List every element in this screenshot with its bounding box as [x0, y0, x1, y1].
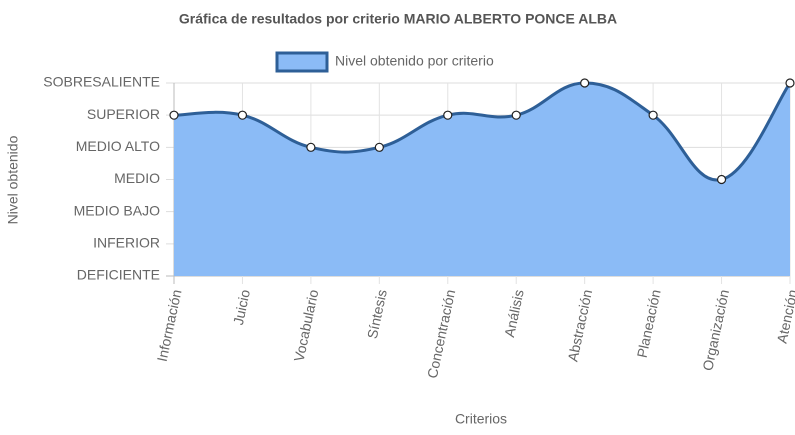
y-axis-label: Nivel obtenido	[5, 135, 21, 224]
point	[374, 142, 384, 152]
x-tick-label: Abstracción	[564, 288, 595, 363]
area	[174, 83, 790, 276]
x-tick-label: Planeación	[634, 288, 664, 359]
point	[306, 142, 316, 152]
point	[237, 110, 248, 120]
point	[443, 110, 453, 120]
y-tick-label: MEDIO	[114, 170, 160, 186]
x-tick-label: Concentración	[424, 288, 458, 380]
legend-label: Nivel obtenido por criterio	[335, 53, 494, 69]
point	[785, 78, 795, 88]
y-tick-label: SOBRESALIENTE	[43, 74, 160, 90]
y-tick-label: MEDIO ALTO	[76, 138, 160, 154]
legend-swatch	[275, 51, 329, 73]
point	[169, 110, 179, 120]
x-tick-label: Análisis	[501, 288, 527, 339]
x-axis-label: Criterios	[455, 411, 507, 427]
y-tick-label: MEDIO BAJO	[74, 202, 160, 218]
chart-title: Gráfica de resultados por criterio MARIO…	[179, 11, 617, 27]
x-tick-label: Atención	[774, 288, 795, 345]
point	[648, 110, 658, 120]
point	[511, 110, 521, 120]
point	[580, 78, 590, 88]
line	[173, 81, 792, 182]
y-tick-label: SUPERIOR	[87, 106, 160, 122]
point	[716, 174, 727, 185]
x-tick-label: Juicio	[230, 288, 253, 327]
y-tick-label: DEFICIENTE	[77, 267, 160, 283]
x-tick-label: Información	[154, 288, 185, 363]
x-tick-label: Vocabulario	[291, 288, 322, 363]
y-tick-label: INFERIOR	[93, 235, 160, 251]
x-tick-label: Síntesis	[364, 288, 390, 340]
x-tick-label: Organización	[699, 288, 732, 372]
